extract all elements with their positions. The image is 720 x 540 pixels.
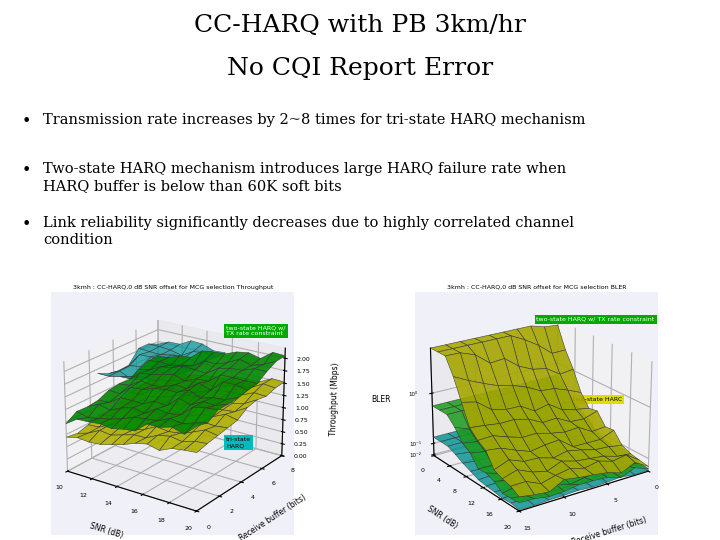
X-axis label: Receive buffer (bits): Receive buffer (bits) [570, 515, 648, 540]
Text: No CQI Report Error: No CQI Report Error [227, 57, 493, 80]
Text: CC-HARQ with PB 3km/hr: CC-HARQ with PB 3km/hr [194, 14, 526, 37]
Text: •: • [22, 113, 31, 130]
Text: two-state HARQ w/ TX rate constraint: two-state HARQ w/ TX rate constraint [536, 317, 654, 322]
Text: two-state
HARC: two-state HARC [226, 384, 256, 395]
Text: Link reliability significantly decreases due to highly correlated channel
condit: Link reliability significantly decreases… [43, 216, 575, 247]
Text: Two-state HARQ mechanism introduces large HARQ failure rate when
HARQ buffer is : Two-state HARQ mechanism introduces larg… [43, 162, 567, 193]
Text: tri-state
HARQ: tri-state HARQ [226, 437, 251, 448]
Text: Transmission rate increases by 2~8 times for tri-state HARQ mechanism: Transmission rate increases by 2~8 times… [43, 113, 585, 127]
Y-axis label: SNR (dB): SNR (dB) [426, 504, 459, 531]
Title: 3kmh : CC-HARQ,0 dB SNR offset for MCG selection Throughput: 3kmh : CC-HARQ,0 dB SNR offset for MCG s… [73, 285, 273, 290]
Text: two-state HARQ w/
TX rate constraint: two-state HARQ w/ TX rate constraint [226, 326, 286, 336]
Title: 3kmh : CC-HARQ,0 dB SNR offset for MCG selection BLER: 3kmh : CC-HARQ,0 dB SNR offset for MCG s… [446, 285, 626, 290]
Text: •: • [22, 216, 31, 233]
Y-axis label: Receive buffer (bits): Receive buffer (bits) [238, 492, 308, 540]
Text: •: • [22, 162, 31, 179]
X-axis label: SNR (dB): SNR (dB) [89, 522, 125, 540]
Text: two-state HARC: two-state HARC [573, 397, 622, 402]
Text: tri-state HARQ: tri-state HARQ [573, 463, 618, 468]
